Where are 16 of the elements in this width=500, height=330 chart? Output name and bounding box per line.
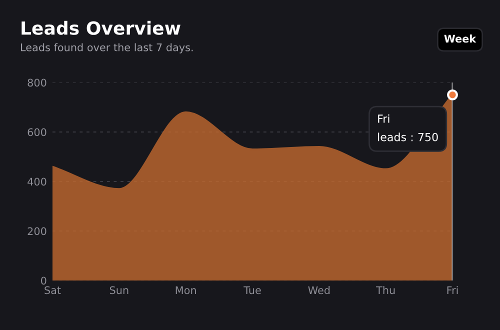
x-tick-label: Wed bbox=[308, 286, 330, 294]
y-tick-label: 200 bbox=[28, 227, 46, 236]
x-tick-label: Mon bbox=[176, 286, 196, 294]
x-tick-label: Tue bbox=[244, 286, 261, 294]
x-tick-label: Thu bbox=[376, 286, 395, 294]
y-tick-label: 0 bbox=[41, 276, 46, 285]
y-tick-label: 400 bbox=[28, 178, 46, 186]
chart-title: Leads Overview bbox=[22, 20, 180, 35]
text: Week bbox=[444, 34, 476, 43]
y-tick-label: 600 bbox=[28, 128, 46, 136]
x-tick-label: Sun bbox=[110, 286, 128, 294]
chart-subtitle: Leads found over the last 7 days. bbox=[21, 43, 193, 54]
x-tick-label: Fri bbox=[447, 286, 458, 294]
annotation: Fri leads : 750 bbox=[378, 114, 438, 142]
x-tick-label: Sat bbox=[44, 286, 61, 294]
y-tick-label: 800 bbox=[28, 78, 46, 87]
